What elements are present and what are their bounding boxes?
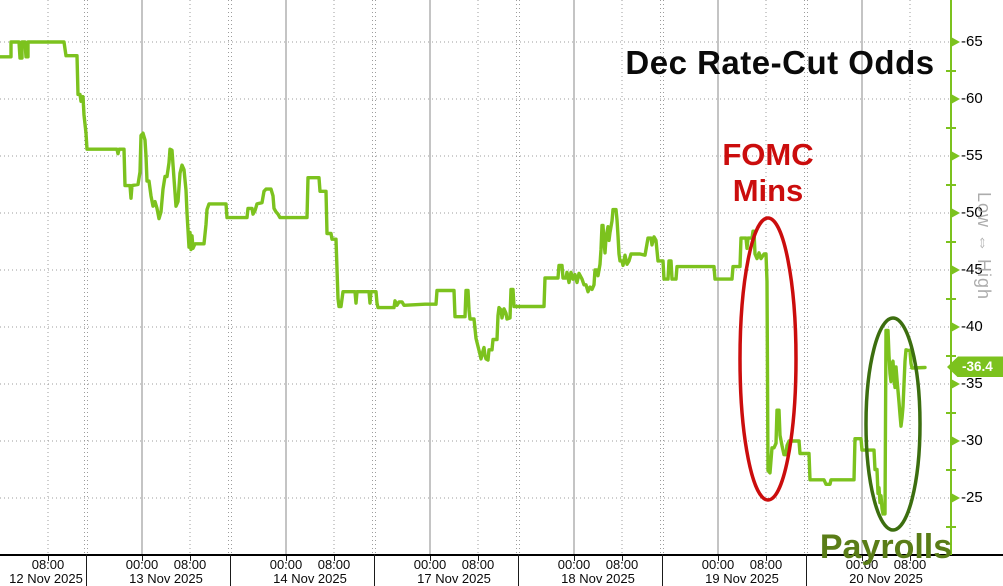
x-axis-day-separator	[86, 554, 87, 586]
x-axis-date-label: 12 Nov 2025	[9, 571, 83, 586]
x-axis-time-label: 00:00	[557, 557, 591, 572]
x-axis	[0, 554, 1003, 586]
x-axis-time-label: 08:00	[31, 557, 65, 572]
x-axis-day-separator	[230, 554, 231, 586]
y-axis-tick-arrow-icon	[951, 94, 960, 104]
y-axis-tick-arrow-icon	[951, 493, 960, 503]
x-axis-tick	[286, 556, 287, 561]
y-axis-minor-tick	[946, 183, 956, 186]
y-axis-tick-arrow-icon	[951, 265, 960, 275]
x-axis-tick	[190, 556, 191, 561]
y-axis-tick-label: -55	[961, 147, 983, 164]
x-axis-time-label: 08:00	[893, 557, 927, 572]
x-axis-time-label: 08:00	[605, 557, 639, 572]
y-axis-minor-tick	[946, 354, 956, 357]
y-axis-tick-arrow-icon	[951, 436, 960, 446]
x-axis-time-label: 08:00	[173, 557, 207, 572]
x-axis-time-label: 00:00	[701, 557, 735, 572]
y-axis-line	[950, 0, 952, 555]
fomc-annotation-line1: FOMC	[722, 137, 814, 172]
x-axis-tick	[478, 556, 479, 561]
y-axis-tick-label: -65	[961, 33, 983, 50]
x-axis-day-separator	[374, 554, 375, 586]
x-axis-tick	[766, 556, 767, 561]
y-axis-tick-label: -40	[961, 318, 983, 335]
fomc-annotation-line2: Mins	[732, 173, 804, 208]
y-axis-tick-arrow-icon	[951, 208, 960, 218]
x-axis-time-label: 08:00	[749, 557, 783, 572]
x-axis-date-label: 17 Nov 2025	[417, 571, 491, 586]
x-axis-date-label: 18 Nov 2025	[561, 571, 635, 586]
x-axis-tick	[334, 556, 335, 561]
y-axis-tick-arrow-icon	[951, 322, 960, 332]
y-axis-minor-tick	[946, 297, 956, 300]
y-axis-tick-arrow-icon	[951, 151, 960, 161]
y-axis-tick-label: -45	[961, 261, 983, 278]
x-axis-tick	[142, 556, 143, 561]
x-axis-tick	[862, 556, 863, 561]
y-axis-tick-label: -60	[961, 90, 983, 107]
x-axis-tick	[430, 556, 431, 561]
y-axis-tick-label: -35	[961, 375, 983, 392]
odds-line-series	[0, 40, 927, 516]
x-axis-tick	[574, 556, 575, 561]
y-axis-tick-label: -50	[961, 204, 983, 221]
y-axis-tick-label: -25	[961, 489, 983, 506]
x-axis-time-label: 00:00	[269, 557, 303, 572]
x-axis-day-separator	[662, 554, 663, 586]
y-axis-tick-arrow-icon	[951, 37, 960, 47]
x-axis-day-separator	[806, 554, 807, 586]
payrolls-ellipse	[864, 316, 922, 532]
last-value-label: -36.4	[962, 359, 993, 375]
last-value-badge: -36.4	[947, 356, 1003, 378]
low-high-axis-caption: Low ⇔ High	[974, 192, 994, 301]
x-axis-time-label: 08:00	[317, 557, 351, 572]
y-axis-minor-tick	[946, 240, 956, 243]
x-axis-date-label: 20 Nov 2025	[849, 571, 923, 586]
x-axis-date-label: 14 Nov 2025	[273, 571, 347, 586]
fomc-mins-annotation: FOMC Mins	[668, 137, 868, 209]
x-axis-time-label: 00:00	[413, 557, 447, 572]
x-axis-time-label: 08:00	[461, 557, 495, 572]
x-axis-date-label: 13 Nov 2025	[129, 571, 203, 586]
x-axis-tick	[718, 556, 719, 561]
y-axis-tick-arrow-icon	[951, 379, 960, 389]
x-axis-tick	[622, 556, 623, 561]
x-axis-tick	[48, 556, 49, 561]
y-axis-tick-label: -30	[961, 432, 983, 449]
y-axis-minor-tick	[946, 525, 956, 528]
gridlines	[0, 0, 950, 554]
y-axis-minor-tick	[946, 126, 956, 129]
y-axis-minor-tick	[946, 468, 956, 471]
y-axis-minor-tick	[946, 69, 956, 72]
x-axis-tick	[910, 556, 911, 561]
x-axis-date-label: 19 Nov 2025	[705, 571, 779, 586]
x-axis-time-label: 00:00	[125, 557, 159, 572]
payrolls-annotation: Payrolls	[819, 528, 953, 566]
x-axis-day-separator	[518, 554, 519, 586]
chart-title: Dec Rate-Cut Odds	[625, 44, 935, 81]
x-axis-time-label: 00:00	[845, 557, 879, 572]
fomc-ellipse	[738, 216, 798, 502]
y-axis-minor-tick	[946, 411, 956, 414]
